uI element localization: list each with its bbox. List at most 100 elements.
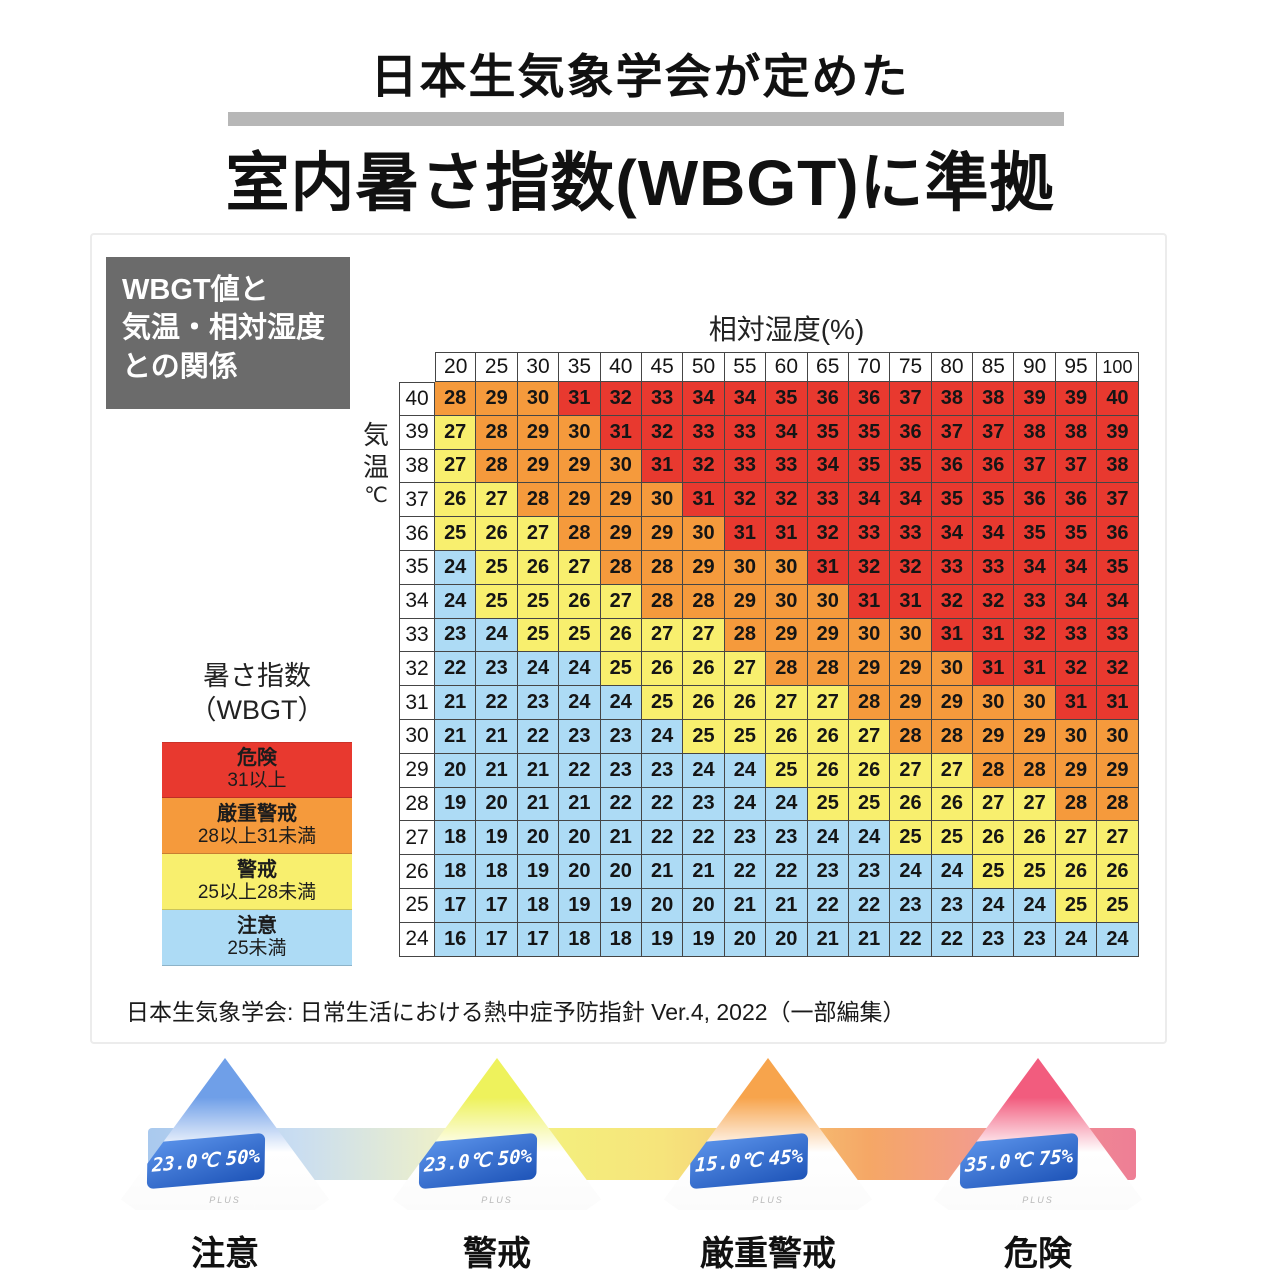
wbgt-cell: 34 [1014,550,1056,585]
humidity-header-cell: 40 [600,352,642,382]
wbgt-cell: 35 [1055,517,1098,551]
wbgt-cell: 26 [641,652,684,687]
wbgt-cell: 28 [724,618,767,653]
wbgt-cell: 23 [931,888,974,923]
wbgt-cell: 20 [724,922,767,957]
wbgt-cell: 30 [807,584,849,619]
wbgt-cell: 20 [641,888,684,923]
wbgt-cell: 20 [600,855,642,889]
wbgt-cell: 35 [807,415,849,450]
temp-label-cell: 31 [399,686,435,720]
wbgt-cell: 23 [973,922,1015,957]
temp-label-cell: 24 [399,922,435,957]
lcd-humidity-value: 50% [497,1145,533,1171]
temp-axis-unit: ℃ [364,484,388,508]
wbgt-cell: 20 [476,787,518,822]
wbgt-cell: 37 [931,415,974,450]
wbgt-cell: 33 [724,449,767,484]
wbgt-cell: 26 [807,719,849,754]
humidity-header-cell: 20 [435,352,477,382]
wbgt-cell: 29 [559,449,601,484]
temp-axis-title: 気 温 ℃ [354,420,398,509]
wbgt-cell: 26 [766,719,808,754]
wbgt-cell: 20 [559,855,601,889]
humidity-header-cell: 35 [559,352,601,382]
wbgt-cell: 27 [807,686,849,720]
temp-label-cell: 28 [399,787,435,822]
wbgt-cell: 25 [435,517,477,551]
wbgt-cell: 23 [641,753,684,788]
wbgt-cell: 28 [476,415,518,450]
wbgt-cell: 31 [973,652,1015,687]
temp-axis-char-1: 気 [362,420,389,450]
wbgt-cell: 34 [848,483,891,518]
wbgt-cell: 19 [600,888,642,923]
wbgt-cell: 30 [1014,686,1056,720]
wbgt-cell: 34 [1055,584,1098,619]
wbgt-cell: 25 [973,855,1015,889]
wbgt-cell: 22 [890,922,932,957]
wbgt-cell: 23 [476,652,518,687]
wbgt-cell: 30 [517,382,560,416]
wbgt-cell: 25 [807,787,849,822]
wbgt-cell: 23 [517,686,560,720]
wbgt-cell: 33 [641,382,684,416]
page-title-top: 日本生気象学会が定めた [370,50,910,103]
wbgt-cell: 24 [766,787,808,822]
wbgt-cell: 22 [724,855,767,889]
wbgt-cell: 31 [1014,652,1056,687]
wbgt-cell: 25 [476,584,518,619]
wbgt-cell: 21 [848,922,891,957]
wbgt-cell: 25 [559,618,601,653]
wbgt-cell: 22 [848,888,891,923]
wbgt-cell: 28 [1055,787,1098,822]
wbgt-cell: 29 [559,483,601,518]
wbgt-cell: 25 [1055,888,1098,923]
wbgt-cell: 27 [973,787,1015,822]
wbgt-cell: 30 [766,550,808,585]
humidity-header-cell: 80 [931,352,974,382]
source-note: 日本生気象学会: 日常生活における熱中症予防指針 Ver.4, 2022（一部編… [126,999,906,1025]
wbgt-cell: 34 [890,483,932,518]
humidity-header-cell: 55 [724,352,767,382]
wbgt-cell: 22 [559,753,601,788]
wbgt-cell: 32 [683,449,725,484]
wbgt-cell: 38 [1055,415,1098,450]
wbgt-cell: 38 [931,382,974,416]
wbgt-cell: 22 [600,787,642,822]
wbgt-cell: 37 [890,382,932,416]
wbgt-cell: 23 [559,719,601,754]
wbgt-cell: 23 [600,719,642,754]
wbgt-cell: 33 [890,517,932,551]
humidity-header-cell: 90 [1014,352,1056,382]
device-brand: PLUS [752,1195,784,1205]
device-pyramid: 15.0℃ 45% PLUS [664,1058,872,1210]
wbgt-cell: 35 [766,382,808,416]
wbgt-cell: 24 [517,652,560,687]
wbgt-cell: 24 [807,821,849,856]
wbgt-cell: 32 [1055,652,1098,687]
wbgt-cell: 21 [683,855,725,889]
wbgt-cell: 36 [973,449,1015,484]
humidity-header-cell: 50 [683,352,725,382]
device-label: 厳重警戒 [700,1235,836,1273]
wbgt-cell: 26 [559,584,601,619]
wbgt-cell: 35 [973,483,1015,518]
humidity-header-cell: 95 [1055,352,1098,382]
wbgt-cell: 31 [641,449,684,484]
wbgt-cell: 29 [848,652,891,687]
wbgt-cell: 27 [559,550,601,585]
wbgt-cell: 21 [807,922,849,957]
wbgt-cell: 33 [1097,618,1139,653]
wbgt-cell: 32 [848,550,891,585]
wbgt-cell: 26 [848,753,891,788]
wbgt-cell: 34 [724,382,767,416]
wbgt-cell: 20 [766,922,808,957]
wbgt-cell: 24 [559,652,601,687]
wbgt-cell: 25 [517,618,560,653]
wbgt-cell: 25 [890,821,932,856]
wbgt-cell: 28 [683,584,725,619]
wbgt-cell: 24 [724,787,767,822]
wbgt-cell: 31 [931,618,974,653]
